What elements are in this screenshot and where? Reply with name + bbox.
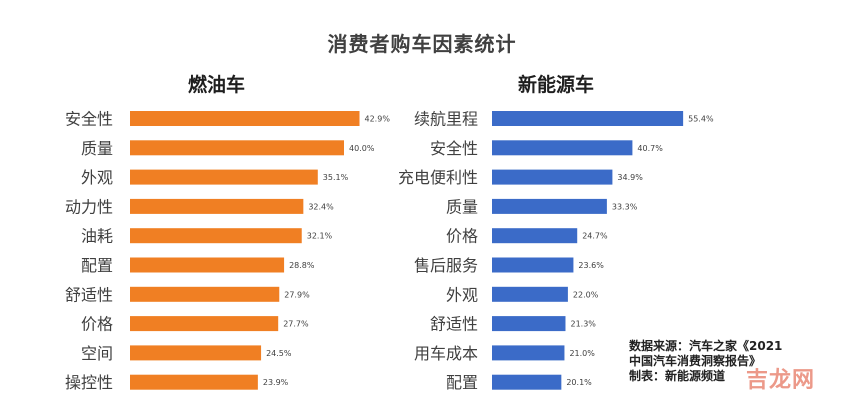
ev-bar: [492, 198, 607, 214]
fuel-bar: [130, 228, 302, 244]
ev-value-label: 23.6%: [578, 261, 604, 270]
ev-bar: [492, 111, 684, 126]
fuel-bar: [130, 198, 304, 214]
ev-value-label: 55.4%: [688, 115, 714, 124]
fuel-category-label: 价格: [81, 315, 113, 334]
ev-category-label: 舒适性: [430, 315, 478, 334]
ev-value-label: 24.7%: [582, 232, 608, 241]
ev-bar: [492, 345, 565, 361]
ev-value-label: 22.0%: [573, 290, 599, 299]
fuel-bar: [130, 345, 262, 361]
fuel-bar: [130, 374, 258, 390]
fuel-value-label: 40.0%: [349, 144, 375, 153]
fuel-category-label: 空间: [81, 344, 113, 363]
ev-category-label: 安全性: [430, 139, 478, 158]
fuel-category-label: 舒适性: [65, 285, 113, 304]
ev-category-label: 续航里程: [414, 110, 478, 129]
ev-bar: [492, 228, 578, 244]
fuel-bar: [130, 257, 285, 273]
ev-value-label: 33.3%: [612, 202, 638, 211]
ev-value-label: 40.7%: [637, 144, 663, 153]
fuel-value-label: 32.4%: [308, 202, 334, 211]
fuel-category-label: 配置: [81, 256, 113, 275]
ev-bar: [492, 374, 562, 390]
fuel-value-label: 27.7%: [283, 320, 309, 329]
source-line-2: 中国汽车消费洞察报告》: [629, 354, 762, 368]
fuel-category-label: 质量: [81, 139, 113, 158]
chart-title: 消费者购车因素统计: [327, 32, 517, 56]
ev-value-label: 34.9%: [617, 173, 643, 182]
source-line-1: 数据来源：汽车之家《2021: [629, 339, 783, 353]
fuel-category-label: 动力性: [65, 197, 113, 216]
fuel-car-chart-title: 燃油车: [188, 74, 246, 96]
fuel-value-label: 42.9%: [365, 115, 391, 124]
ev-bar: [492, 286, 568, 302]
fuel-bar: [130, 140, 344, 156]
fuel-value-label: 28.8%: [289, 261, 315, 270]
ev-bar: [492, 316, 566, 332]
ev-value-label: 20.1%: [566, 378, 592, 387]
fuel-bar: [130, 111, 360, 126]
fuel-value-label: 23.9%: [263, 378, 289, 387]
fuel-category-label: 安全性: [65, 110, 113, 129]
fuel-category-label: 油耗: [81, 227, 113, 246]
source-line-3: 制表：新能源频道: [629, 369, 726, 383]
ev-category-label: 质量: [446, 197, 478, 216]
fuel-bar: [130, 286, 280, 302]
ev-category-label: 外观: [446, 285, 478, 304]
ev-bar: [492, 169, 613, 185]
ev-bar: [492, 140, 633, 156]
ev-bar: [492, 257, 574, 273]
fuel-value-label: 24.5%: [266, 349, 292, 358]
ev-value-label: 21.0%: [569, 349, 595, 358]
ev-category-label: 配置: [446, 373, 478, 392]
fuel-bar: [130, 169, 318, 185]
fuel-value-label: 32.1%: [307, 232, 333, 241]
fuel-value-label: 27.9%: [284, 290, 310, 299]
ev-category-label: 充电便利性: [398, 168, 478, 187]
fuel-category-label: 操控性: [65, 373, 113, 392]
ev-category-label: 售后服务: [414, 256, 478, 275]
ev-category-label: 价格: [446, 227, 478, 246]
data-source-note: 数据来源：汽车之家《2021 中国汽车消费洞察报告》 制表：新能源频道: [629, 339, 782, 384]
ev-category-label: 用车成本: [414, 344, 478, 363]
fuel-value-label: 35.1%: [323, 173, 349, 182]
ev-value-label: 21.3%: [570, 320, 596, 329]
fuel-bar: [130, 316, 279, 332]
ev-chart-title: 新能源车: [518, 74, 595, 96]
fuel-category-label: 外观: [81, 168, 113, 187]
site-watermark-logo: 吉龙网: [746, 368, 816, 393]
